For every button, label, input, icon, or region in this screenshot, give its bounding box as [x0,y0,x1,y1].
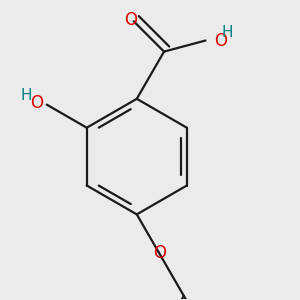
Text: H: H [20,88,32,103]
Text: O: O [30,94,44,112]
Text: H: H [221,25,233,40]
Text: O: O [153,244,167,262]
Text: O: O [124,11,137,28]
Text: O: O [214,32,227,50]
